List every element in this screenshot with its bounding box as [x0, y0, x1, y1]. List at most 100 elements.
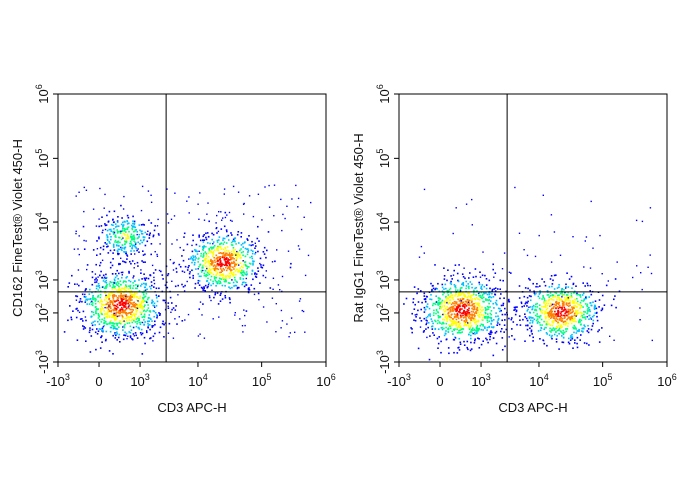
- data-point: [449, 296, 452, 298]
- data-point: [455, 302, 458, 305]
- data-point: [114, 279, 116, 282]
- data-point: [649, 207, 652, 209]
- data-point: [107, 306, 109, 309]
- data-point: [151, 326, 154, 328]
- data-point: [106, 314, 109, 316]
- data-point: [234, 254, 236, 257]
- data-point: [94, 324, 96, 326]
- data-point: [202, 239, 204, 241]
- data-point: [550, 261, 553, 263]
- data-point: [91, 328, 94, 331]
- data-point: [478, 292, 481, 294]
- data-point: [261, 266, 264, 269]
- data-point: [254, 242, 256, 244]
- data-point: [429, 313, 431, 315]
- data-point: [304, 274, 307, 277]
- data-point: [452, 296, 454, 299]
- data-point: [495, 303, 498, 305]
- data-point: [222, 243, 225, 245]
- data-point: [215, 270, 217, 272]
- data-point: [112, 244, 115, 247]
- data-point: [482, 309, 484, 311]
- data-point: [195, 268, 197, 270]
- data-point: [468, 302, 471, 304]
- data-point: [218, 316, 220, 318]
- data-point: [487, 299, 489, 302]
- data-point: [205, 236, 207, 239]
- data-point: [129, 280, 132, 283]
- data-point: [241, 269, 243, 272]
- data-point: [592, 319, 595, 322]
- y-tick-label: -103: [375, 350, 392, 374]
- data-point: [216, 262, 219, 265]
- data-point: [588, 318, 590, 320]
- data-point: [113, 295, 115, 298]
- data-point: [188, 265, 190, 267]
- data-point: [72, 310, 74, 312]
- data-point: [582, 306, 584, 308]
- data-point: [543, 306, 546, 308]
- data-point: [588, 296, 590, 298]
- data-point: [560, 316, 563, 318]
- data-point: [226, 214, 228, 216]
- data-point: [156, 225, 159, 227]
- data-point: [99, 290, 102, 293]
- data-point: [484, 309, 487, 312]
- data-point: [551, 283, 554, 285]
- data-point: [503, 297, 505, 299]
- data-point: [189, 271, 191, 273]
- data-point: [554, 315, 557, 317]
- data-point: [552, 327, 555, 329]
- data-point: [575, 302, 578, 304]
- data-point: [526, 319, 529, 322]
- data-point: [607, 280, 609, 282]
- data-point: [211, 267, 214, 270]
- data-point: [533, 318, 536, 321]
- data-point: [113, 282, 116, 284]
- data-point: [247, 291, 250, 294]
- data-point: [122, 298, 125, 301]
- data-point: [465, 314, 467, 316]
- data-point: [214, 261, 216, 263]
- data-point: [483, 301, 485, 303]
- data-point: [182, 286, 185, 288]
- data-point: [544, 306, 547, 308]
- data-point: [119, 312, 121, 315]
- data-point: [416, 313, 418, 316]
- data-point: [488, 279, 491, 282]
- data-point: [204, 257, 206, 260]
- data-point: [152, 310, 155, 312]
- x-axis-ticks: -103 0 103 104 105 106: [46, 362, 336, 389]
- data-point: [568, 302, 571, 304]
- data-point: [551, 285, 553, 288]
- data-point: [480, 285, 483, 288]
- data-point: [556, 325, 558, 328]
- data-point: [129, 296, 132, 298]
- data-point: [132, 309, 134, 311]
- data-point: [198, 308, 200, 310]
- data-point: [477, 306, 480, 309]
- data-point: [596, 319, 599, 322]
- data-point: [561, 299, 563, 302]
- data-point: [550, 309, 552, 311]
- data-point: [475, 309, 478, 311]
- data-point: [215, 257, 218, 260]
- data-point: [197, 261, 199, 263]
- data-point: [511, 328, 513, 330]
- data-point: [476, 326, 478, 328]
- data-point: [456, 307, 459, 310]
- data-point: [220, 228, 223, 230]
- data-point: [555, 301, 557, 304]
- data-point: [91, 310, 93, 313]
- data-point: [537, 295, 540, 298]
- data-point: [250, 263, 252, 265]
- data-point: [504, 313, 506, 316]
- data-point: [218, 246, 221, 248]
- data-point: [95, 287, 98, 290]
- data-point: [575, 306, 578, 308]
- data-point: [470, 334, 472, 337]
- data-point: [581, 327, 583, 330]
- data-point: [105, 300, 108, 303]
- data-point: [561, 296, 563, 298]
- data-point: [121, 235, 123, 238]
